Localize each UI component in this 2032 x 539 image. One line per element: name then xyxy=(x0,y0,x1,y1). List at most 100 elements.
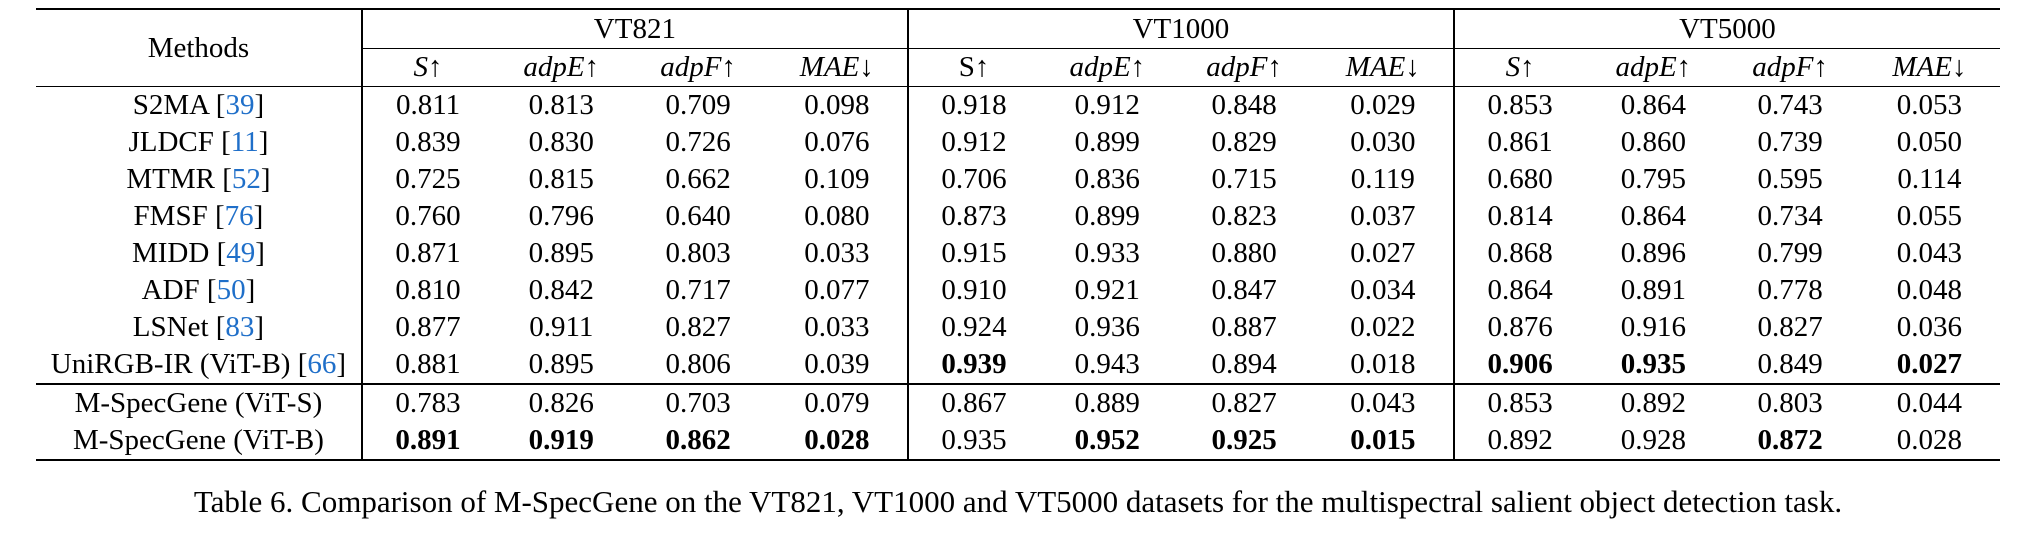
method-name-cell: M-SpecGene (ViT-B) xyxy=(36,422,362,461)
value-cell: 0.911 xyxy=(529,311,594,343)
comparison-table-container: Methods VT821 VT1000 VT5000 S↑ adpE↑ adpF↑… xyxy=(36,8,2000,461)
sort-direction-arrow-icon: ↑ xyxy=(1267,51,1282,83)
value-cell: 0.726 xyxy=(665,126,731,158)
citation-link[interactable]: 11 xyxy=(230,126,259,158)
method-name-cell: FMSF [76] xyxy=(133,200,264,232)
value-cell: 0.864 xyxy=(1585,86,1722,124)
value-cell: 0.823 xyxy=(1211,200,1277,232)
metric-name: adpF xyxy=(660,51,722,83)
value-cell: 0.783 xyxy=(360,383,494,422)
sort-direction-arrow-icon: ↓ xyxy=(1951,51,1967,83)
value-cell: 0.743 xyxy=(1721,86,1859,124)
citation-link[interactable]: 49 xyxy=(226,237,256,269)
table-row: ADF [50] 0.810 0.842 0.717 0.077 0.910 0.921 0.… xyxy=(36,272,2000,309)
table-row: JLDCF [11] 0.839 0.830 0.726 0.076 0.912 0.899… xyxy=(36,124,2000,161)
value-cell: 0.814 xyxy=(1452,198,1586,235)
header-row-metrics: S↑ adpE↑ adpF↑ MAE↓ S↑ adpE↑ adpF↑ MAE↓ S↑ adpE↑ a… xyxy=(36,48,2000,87)
value-cell: 0.022 xyxy=(1350,311,1416,343)
method-name: ADF xyxy=(141,274,200,306)
value-cell: 0.043 xyxy=(1312,383,1454,422)
value-cell: 0.803 xyxy=(665,237,731,269)
value-cell: 0.912 xyxy=(1039,86,1176,124)
value-cell: 0.921 xyxy=(1074,274,1140,306)
citation-link[interactable]: 39 xyxy=(225,89,255,121)
value-cell: 0.799 xyxy=(1757,237,1823,269)
value-cell: 0.027 xyxy=(1896,348,1963,380)
metric-header: MAE↓ xyxy=(766,48,908,87)
value-cell: 0.899 xyxy=(1074,126,1140,158)
metric-name: MAE xyxy=(1345,51,1406,83)
value-cell: 0.919 xyxy=(493,422,630,461)
value-cell: 0.939 xyxy=(906,346,1040,384)
value-cell: 0.891 xyxy=(360,422,494,461)
citation-link[interactable]: 76 xyxy=(224,200,254,232)
value-cell: 0.709 xyxy=(629,86,767,124)
method-name-cell: ADF [50] xyxy=(141,274,256,306)
value-cell: 0.050 xyxy=(1896,126,1963,158)
method-name: LSNet xyxy=(132,311,209,343)
value-cell: 0.043 xyxy=(1896,237,1963,269)
value-cell: 0.028 xyxy=(766,422,908,461)
citation-link[interactable]: 52 xyxy=(231,163,261,195)
value-cell: 0.862 xyxy=(629,422,767,461)
table-row: LSNet [83] 0.877 0.911 0.827 0.033 0.924 0.936… xyxy=(36,309,2000,346)
metric-header: adpE↑ xyxy=(1585,48,1722,87)
value-cell: 0.876 xyxy=(1452,309,1586,346)
value-cell: 0.952 xyxy=(1039,422,1176,461)
citation-link[interactable]: 66 xyxy=(307,348,337,380)
citation-link[interactable]: 83 xyxy=(225,311,255,343)
value-cell: 0.717 xyxy=(665,274,731,306)
value-cell: 0.872 xyxy=(1721,422,1859,461)
value-cell: 0.796 xyxy=(528,200,594,232)
value-cell: 0.053 xyxy=(1858,86,2000,124)
value-cell: 0.077 xyxy=(804,274,870,306)
value-cell: 0.076 xyxy=(804,126,870,158)
value-cell: 0.889 xyxy=(1039,383,1176,422)
value-cell: 0.033 xyxy=(804,237,870,269)
value-cell: 0.030 xyxy=(1350,126,1416,158)
value-cell: 0.925 xyxy=(1175,422,1313,461)
sort-direction-arrow-icon: ↑ xyxy=(1676,51,1692,83)
value-cell: 0.114 xyxy=(1897,163,1962,195)
method-name: M-SpecGene (ViT-S) xyxy=(74,387,323,419)
metric-name: S xyxy=(1505,51,1521,83)
value-cell: 0.811 xyxy=(360,86,494,124)
value-cell: 0.842 xyxy=(528,274,594,306)
value-cell: 0.916 xyxy=(1620,311,1686,343)
table-row: M-SpecGene (ViT-S) 0.783 0.826 0.703 0.079 0.… xyxy=(36,383,2000,422)
value-cell: 0.829 xyxy=(1211,126,1277,158)
value-cell: 0.715 xyxy=(1211,163,1277,195)
method-name: FMSF xyxy=(133,200,208,232)
table-row: S2MA [39] 0.811 0.813 0.709 0.098 0.918 0.912 0… xyxy=(36,86,2000,124)
metric-header: adpF↑ xyxy=(1721,48,1859,87)
value-cell: 0.861 xyxy=(1452,124,1586,161)
value-cell: 0.725 xyxy=(360,161,494,198)
value-cell: 0.860 xyxy=(1620,126,1686,158)
value-cell: 0.018 xyxy=(1350,348,1416,380)
value-cell: 0.806 xyxy=(665,348,731,380)
value-cell: 0.836 xyxy=(1074,163,1140,195)
value-cell: 0.933 xyxy=(1074,237,1140,269)
metric-header: adpE↑ xyxy=(1039,48,1176,87)
method-name: MTMR xyxy=(126,163,215,195)
value-cell: 0.906 xyxy=(1452,346,1586,384)
value-cell: 0.887 xyxy=(1211,311,1277,343)
method-name-cell: M-SpecGene (ViT-S) xyxy=(36,383,362,422)
method-name-cell: MIDD [49] xyxy=(131,237,265,269)
metric-name: adpE xyxy=(523,51,585,83)
method-name-cell: MTMR [52] xyxy=(126,163,271,195)
value-cell: 0.895 xyxy=(528,237,594,269)
metric-header: S↑ xyxy=(1452,48,1586,87)
value-cell: 0.109 xyxy=(804,163,870,195)
value-cell: 0.039 xyxy=(804,348,870,380)
citation-link[interactable]: 50 xyxy=(216,274,246,306)
methods-header: Methods xyxy=(36,8,362,87)
dataset-header-vt1000: VT1000 xyxy=(906,8,1454,49)
sort-direction-arrow-icon: ↓ xyxy=(1405,51,1420,83)
metric-name: S xyxy=(413,51,429,83)
sort-direction-arrow-icon: ↑ xyxy=(721,51,736,83)
value-cell: 0.803 xyxy=(1721,383,1859,422)
dataset-header-vt821: VT821 xyxy=(360,8,908,49)
value-cell: 0.079 xyxy=(766,383,908,422)
value-cell: 0.943 xyxy=(1074,348,1140,380)
